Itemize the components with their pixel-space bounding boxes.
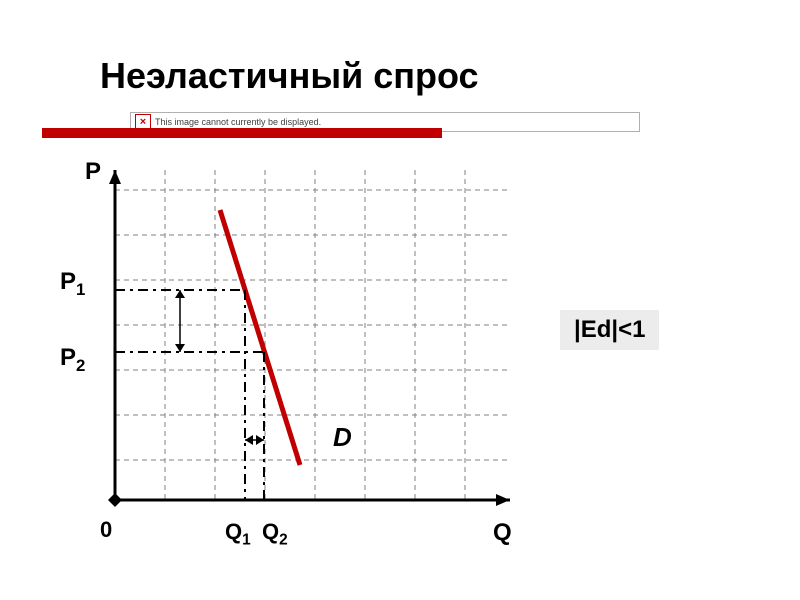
red-underline-bar	[42, 128, 442, 138]
axis-label-p2-sub: 2	[76, 356, 85, 375]
broken-image-text: This image cannot currently be displayed…	[155, 117, 321, 127]
elasticity-formula: |Ed|<1	[560, 310, 659, 350]
axis-label-q2: Q2	[262, 519, 288, 549]
demand-chart	[40, 150, 560, 570]
axis-label-q1-sub: 1	[242, 531, 251, 548]
axis-label-p2-main: P	[60, 344, 76, 371]
axis-label-p2: P2	[60, 344, 85, 376]
axis-label-zero: 0	[100, 517, 112, 543]
axis-label-q: Q	[493, 519, 512, 547]
axis-label-p: P	[85, 158, 101, 186]
axis-label-p1: P1	[60, 268, 85, 300]
axis-label-q1: Q1	[225, 519, 251, 549]
page-title: Неэластичный спрос	[100, 55, 479, 97]
demand-curve-label: D	[333, 422, 352, 453]
axis-label-q1-main: Q	[225, 519, 242, 544]
axis-label-q2-main: Q	[262, 519, 279, 544]
axis-label-q2-sub: 2	[279, 531, 288, 548]
axis-label-p1-sub: 1	[76, 280, 85, 299]
axis-label-p1-main: P	[60, 268, 76, 295]
